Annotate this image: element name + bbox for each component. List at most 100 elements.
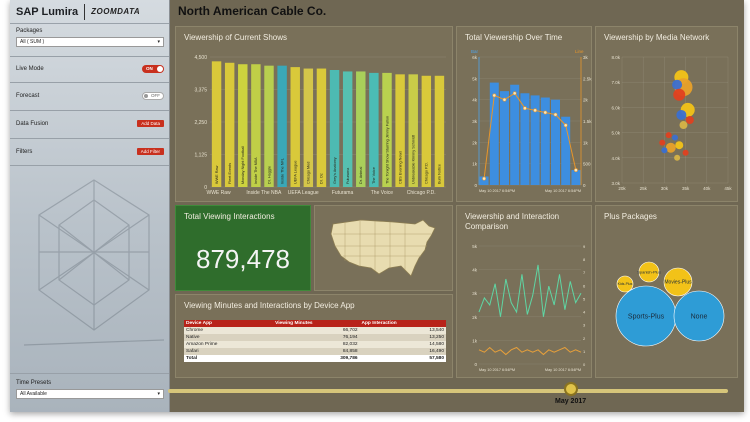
chart-bar[interactable] <box>408 74 418 187</box>
chart-bar[interactable] <box>500 91 509 185</box>
bar-label: Chicago Med <box>307 162 311 184</box>
table-row[interactable]: Safari 84,858 16,490 <box>184 348 446 355</box>
timeline-track[interactable] <box>168 389 728 393</box>
y-tick-label: 6k <box>472 55 478 60</box>
media-network-panel: Viewership by Media Network 8.0k 7.0k 6.0k… <box>595 26 738 202</box>
chart-bar[interactable] <box>342 71 353 187</box>
chart-bar[interactable] <box>264 65 274 187</box>
chart-bar[interactable] <box>238 64 248 187</box>
line-point <box>482 176 487 181</box>
cell-minutes: 66,702 <box>273 327 360 334</box>
scatter-bubble[interactable] <box>675 141 684 150</box>
table-row[interactable]: Native 76,194 13,250 <box>184 334 446 341</box>
x-start-label: May 10 2017 6:54PM <box>479 368 515 372</box>
chart-bar[interactable] <box>277 65 287 187</box>
scatter-bubble[interactable] <box>673 88 686 101</box>
bar-label: Inside The NFL <box>280 158 284 184</box>
x-end-label: May 10 2017 6:54PM <box>545 368 581 372</box>
bar-label: Burn Notice <box>438 164 442 184</box>
package-bubble[interactable] <box>673 290 725 342</box>
scatter-bubble[interactable] <box>672 79 683 90</box>
time-presets-select[interactable]: All Available ▾ <box>16 389 164 399</box>
chart-bar[interactable] <box>251 64 261 187</box>
scatter-bubble[interactable] <box>682 149 689 156</box>
y-tick-label: 1k <box>472 162 478 167</box>
y2-tick-label: 2 <box>583 336 586 341</box>
media-network-title: Viewership by Media Network <box>604 33 710 42</box>
chart-bar[interactable] <box>316 68 327 187</box>
cell-total-interaction: 57,580 <box>359 355 446 362</box>
chart-bar[interactable] <box>510 84 520 185</box>
scatter-bubble[interactable] <box>674 154 681 161</box>
comparison-title: Viewership and Interaction Comparison <box>465 212 560 231</box>
x-tick-label: UEFA League <box>288 190 319 196</box>
chart-bar[interactable] <box>479 176 489 185</box>
bar-label: Inside The NBA <box>254 157 258 184</box>
scatter-bubble[interactable] <box>659 139 666 146</box>
chart-bar[interactable] <box>290 67 300 187</box>
chart-bar[interactable] <box>369 72 379 187</box>
chart-bar[interactable] <box>551 99 560 185</box>
chart-bar[interactable] <box>329 70 340 187</box>
add-filter-button[interactable]: Add Filter <box>136 148 164 155</box>
bar-label: The Voice <box>372 167 376 184</box>
chart-bar[interactable] <box>530 95 540 185</box>
scatter-bubble[interactable] <box>685 116 694 124</box>
col-viewing-minutes[interactable]: Viewing Minutes <box>273 320 360 327</box>
package-bubble[interactable] <box>638 261 660 283</box>
total-interactions-panel[interactable]: Total Viewing Interactions 879,478 <box>175 205 311 291</box>
chart-bar[interactable] <box>303 68 314 187</box>
scatter-bubble[interactable] <box>661 147 668 154</box>
chart-bar[interactable] <box>489 82 499 185</box>
plus-packages-title: Plus Packages <box>604 212 657 221</box>
live-mode-toggle[interactable]: ON <box>142 65 164 73</box>
time-presets-value: All Available <box>20 391 47 397</box>
cell-interaction: 14,580 <box>359 341 446 348</box>
package-bubble[interactable] <box>616 275 634 293</box>
bar-label: CBS Evening News <box>398 151 402 184</box>
us-map-panel[interactable] <box>314 205 453 291</box>
chart-bar[interactable] <box>561 116 571 185</box>
chevron-down-icon: ▾ <box>157 391 160 397</box>
col-app-interaction[interactable]: App Interaction <box>359 320 446 327</box>
packages-select[interactable]: All ( SUM ) ▾ <box>16 37 164 47</box>
package-bubble[interactable] <box>663 267 693 297</box>
col-device-app[interactable]: Device App <box>184 320 274 327</box>
y2-tick-label: 7 <box>583 270 586 275</box>
chart-bar[interactable] <box>395 74 405 187</box>
table-row[interactable]: Chrome 66,702 13,540 <box>184 327 446 334</box>
scatter-bubble[interactable] <box>676 109 687 120</box>
y2-tick-label: 9 <box>583 244 586 249</box>
chart-bar[interactable] <box>520 93 530 185</box>
line-point <box>563 123 568 128</box>
chart-bar[interactable] <box>571 170 581 185</box>
bar-label: Monday Night Football <box>241 146 245 184</box>
y-tick-label: 5k <box>472 244 478 249</box>
scatter-bubble[interactable] <box>665 132 672 139</box>
scatter-bubble[interactable] <box>672 134 678 141</box>
chart-bar[interactable] <box>421 75 432 187</box>
forecast-toggle[interactable]: OFF <box>142 92 164 100</box>
table-row[interactable]: Amazon Prime 82,032 14,580 <box>184 341 446 348</box>
cell-total-label: Total <box>184 355 274 362</box>
chevron-down-icon: ▾ <box>157 39 160 45</box>
chart-bar[interactable] <box>382 72 392 187</box>
chart-bar[interactable] <box>211 61 222 188</box>
chart-bar[interactable] <box>434 75 445 187</box>
timeline-handle[interactable] <box>564 382 578 396</box>
chart-bar[interactable] <box>540 97 550 185</box>
chart-bar[interactable] <box>224 62 235 187</box>
divider <box>10 373 169 374</box>
comparison-panel: Viewership and Interaction Comparison 5k… <box>456 205 592 378</box>
scatter-bubble[interactable] <box>665 142 676 153</box>
add-data-button[interactable]: Add Data <box>137 120 164 127</box>
chart-bar[interactable] <box>356 71 366 187</box>
scatter-bubble[interactable] <box>679 121 688 130</box>
plus-packages-chart[interactable]: Sports-Plus None Movies-Plus Spanish-Plus Ki… <box>596 206 739 379</box>
x-end-label: May 10 2017 6:54PM <box>545 189 581 193</box>
live-mode-row: Live Mode ON <box>16 65 164 73</box>
